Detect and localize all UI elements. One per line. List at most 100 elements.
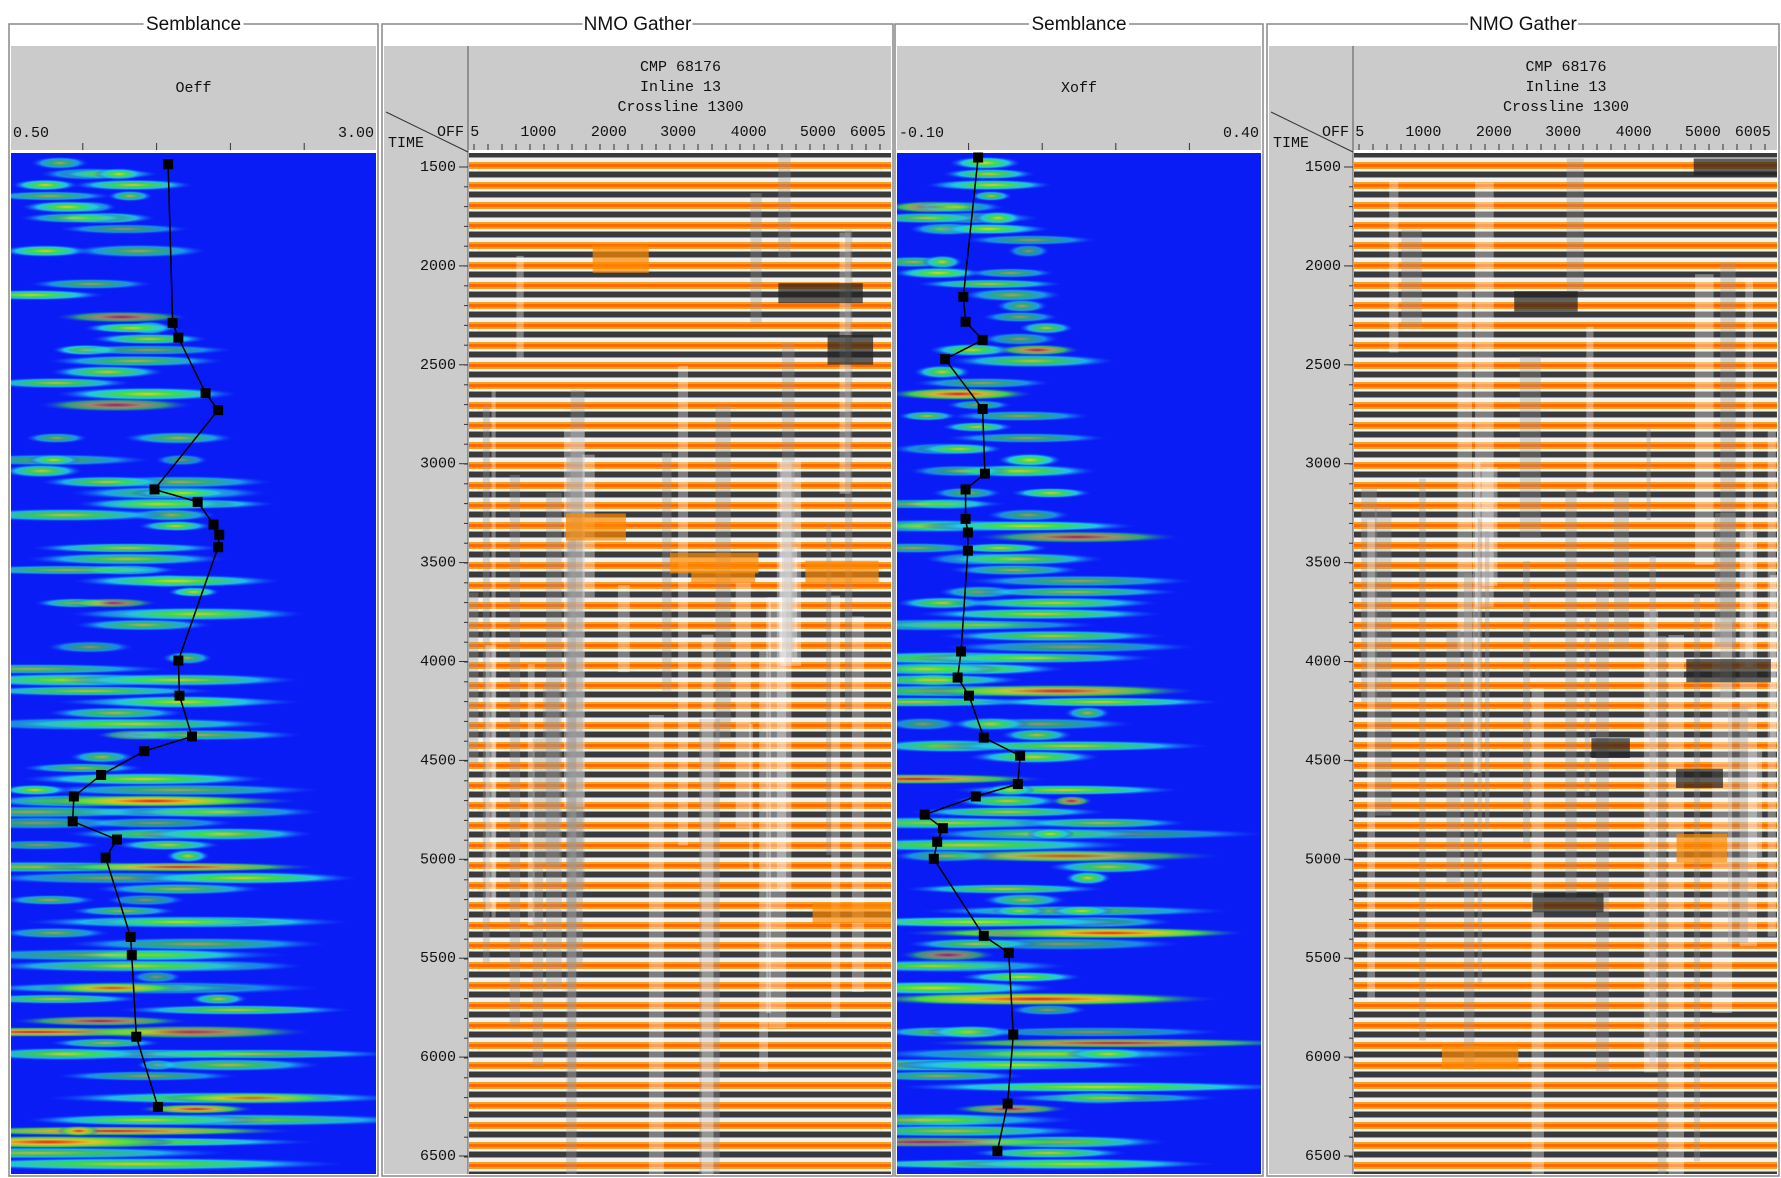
energy-band	[910, 806, 1107, 818]
offset-tick-label: 5	[470, 124, 479, 141]
velocity-pick	[100, 852, 111, 863]
axis-min: 0.50	[13, 125, 49, 142]
energy-band	[54, 311, 189, 323]
trace-streak	[1714, 513, 1736, 647]
energy-band	[967, 586, 1181, 598]
energy-band	[948, 354, 1116, 368]
trace-streak	[1584, 617, 1590, 797]
trace-streak	[1747, 748, 1763, 858]
energy-band	[129, 487, 237, 499]
energy-band	[19, 772, 268, 786]
amplitude-blob	[1675, 768, 1723, 788]
energy-band	[942, 640, 1198, 654]
energy-band	[973, 211, 1023, 225]
energy-band	[947, 1157, 1205, 1171]
energy-band	[29, 278, 153, 290]
trace-streak	[826, 524, 832, 856]
velocity-pick	[964, 690, 975, 701]
trace-streak	[782, 342, 795, 652]
panel-title: NMO Gather	[584, 14, 692, 35]
energy-band	[949, 410, 1091, 422]
panel-header	[1269, 46, 1777, 150]
trace-streak	[491, 388, 496, 918]
energy-band	[1013, 817, 1188, 829]
energy-band	[1008, 1004, 1088, 1016]
axis-min: -0.10	[899, 125, 944, 142]
trace-streak	[485, 645, 497, 912]
panel-title: Semblance	[146, 14, 241, 35]
energy-band	[47, 355, 225, 367]
amplitude-blob	[670, 552, 759, 574]
velocity-pick	[131, 1031, 142, 1042]
energy-band	[932, 179, 1053, 191]
amplitude-blob	[1591, 738, 1630, 759]
gather-plot	[469, 153, 891, 1174]
gather-header-line: Crossline 1300	[1503, 99, 1629, 116]
semblance-energy	[11, 156, 376, 1171]
energy-band	[130, 970, 182, 984]
energy-band	[165, 849, 211, 863]
amplitude-blob	[1686, 659, 1771, 683]
gather-texture	[1361, 158, 1777, 1174]
energy-band	[986, 508, 1071, 522]
energy-band	[941, 421, 1014, 433]
trace-streak	[678, 365, 689, 846]
velocity-pick	[960, 316, 971, 327]
energy-band	[21, 200, 113, 214]
energy-band	[897, 212, 986, 224]
time-tick-label: 2000	[420, 258, 456, 275]
title-backdrop	[143, 12, 244, 36]
trace-streak	[1566, 158, 1584, 292]
time-tick-label: 3000	[420, 456, 456, 473]
energy-band	[916, 443, 1004, 455]
trace-streak	[1484, 531, 1490, 830]
energy-band	[11, 685, 216, 697]
velocity-pick	[1015, 750, 1026, 761]
trace-streak	[1389, 180, 1399, 353]
energy-band	[11, 464, 83, 478]
velocity-pick	[956, 646, 967, 657]
energy-band	[916, 608, 1162, 620]
trace-streak	[1613, 492, 1629, 649]
energy-band	[26, 552, 228, 566]
time-tick-label: 5000	[1305, 851, 1341, 868]
time-tick-label: 4500	[1305, 752, 1341, 769]
energy-band	[92, 607, 306, 621]
velocity-pick	[937, 823, 948, 834]
energy-band	[71, 179, 194, 191]
offset-tick-label: 2000	[1476, 124, 1512, 141]
energy-band	[1064, 706, 1111, 720]
energy-band	[11, 1015, 190, 1027]
trace-streak	[1472, 460, 1481, 773]
velocity-pick	[992, 1146, 1003, 1157]
energy-band	[1064, 871, 1112, 885]
energy-band	[11, 1146, 233, 1160]
energy-band	[108, 1048, 376, 1060]
energy-band	[897, 387, 1034, 401]
time-tick-label: 4000	[1305, 653, 1341, 670]
energy-band	[913, 377, 1052, 389]
velocity-pick	[978, 732, 989, 743]
trace-streak	[1565, 488, 1577, 900]
energy-band	[38, 861, 319, 873]
gather-header-line: Crossline 1300	[617, 99, 743, 116]
time-tick-label: 3500	[420, 555, 456, 572]
energy-band	[72, 574, 282, 588]
energy-band	[11, 564, 184, 576]
trace-streak	[543, 682, 560, 866]
energy-band	[49, 365, 166, 379]
energy-band	[960, 1026, 1225, 1038]
time-tick-label: 2000	[1305, 258, 1341, 275]
energy-band	[974, 530, 1181, 544]
energy-band	[49, 1037, 162, 1049]
trace-streak	[516, 255, 524, 361]
velocity-pick	[952, 672, 963, 683]
energy-band	[942, 168, 1036, 180]
energy-band	[908, 200, 1005, 214]
trace-streak	[699, 719, 720, 1174]
velocity-pick	[192, 496, 203, 507]
panel-header	[897, 46, 1261, 150]
energy-band	[897, 981, 1057, 995]
energy-band	[11, 948, 290, 962]
energy-band	[19, 212, 131, 224]
